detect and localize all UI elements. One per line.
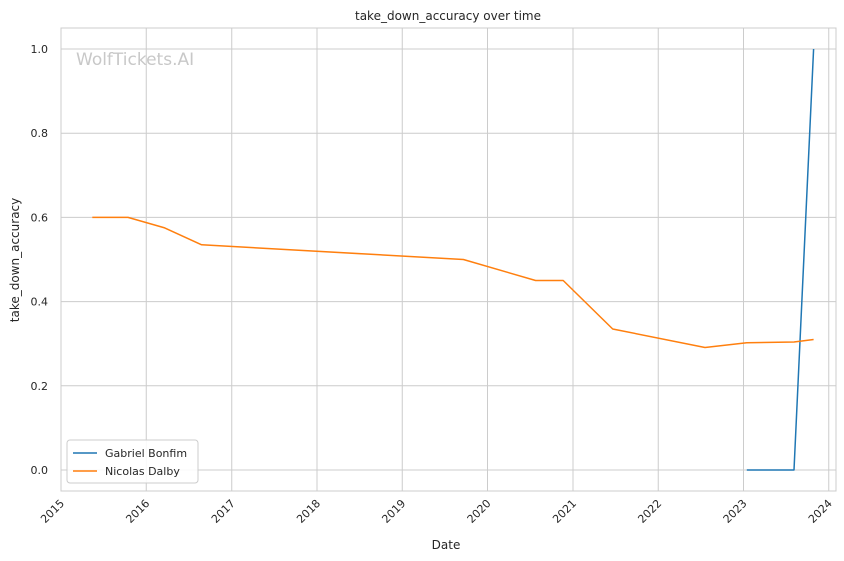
grid-lines — [60, 28, 836, 491]
legend: Gabriel Bonfim Nicolas Dalby — [66, 439, 199, 484]
y-tick-label: 0.8 — [31, 127, 49, 140]
legend-label-nicolas-dalby: Nicolas Dalby — [105, 465, 180, 478]
y-tick-label: 1.0 — [31, 43, 49, 56]
legend-label-gabriel-bonfim: Gabriel Bonfim — [105, 447, 187, 460]
y-tick-label: 0.0 — [31, 464, 49, 477]
y-axis-label: take_down_accuracy — [8, 198, 22, 322]
watermark: WolfTickets.AI — [76, 50, 194, 70]
plot-frame — [60, 27, 837, 492]
chart-title: take_down_accuracy over time — [355, 9, 541, 23]
x-axis-label: Date — [432, 538, 461, 552]
legend-box — [66, 439, 199, 484]
y-tick-label: 0.6 — [31, 211, 49, 224]
y-tick-label: 0.2 — [31, 380, 49, 393]
series-line-nicolas-dalby — [92, 216, 814, 349]
y-tick-label: 0.4 — [31, 296, 49, 309]
series-lines — [92, 48, 815, 471]
